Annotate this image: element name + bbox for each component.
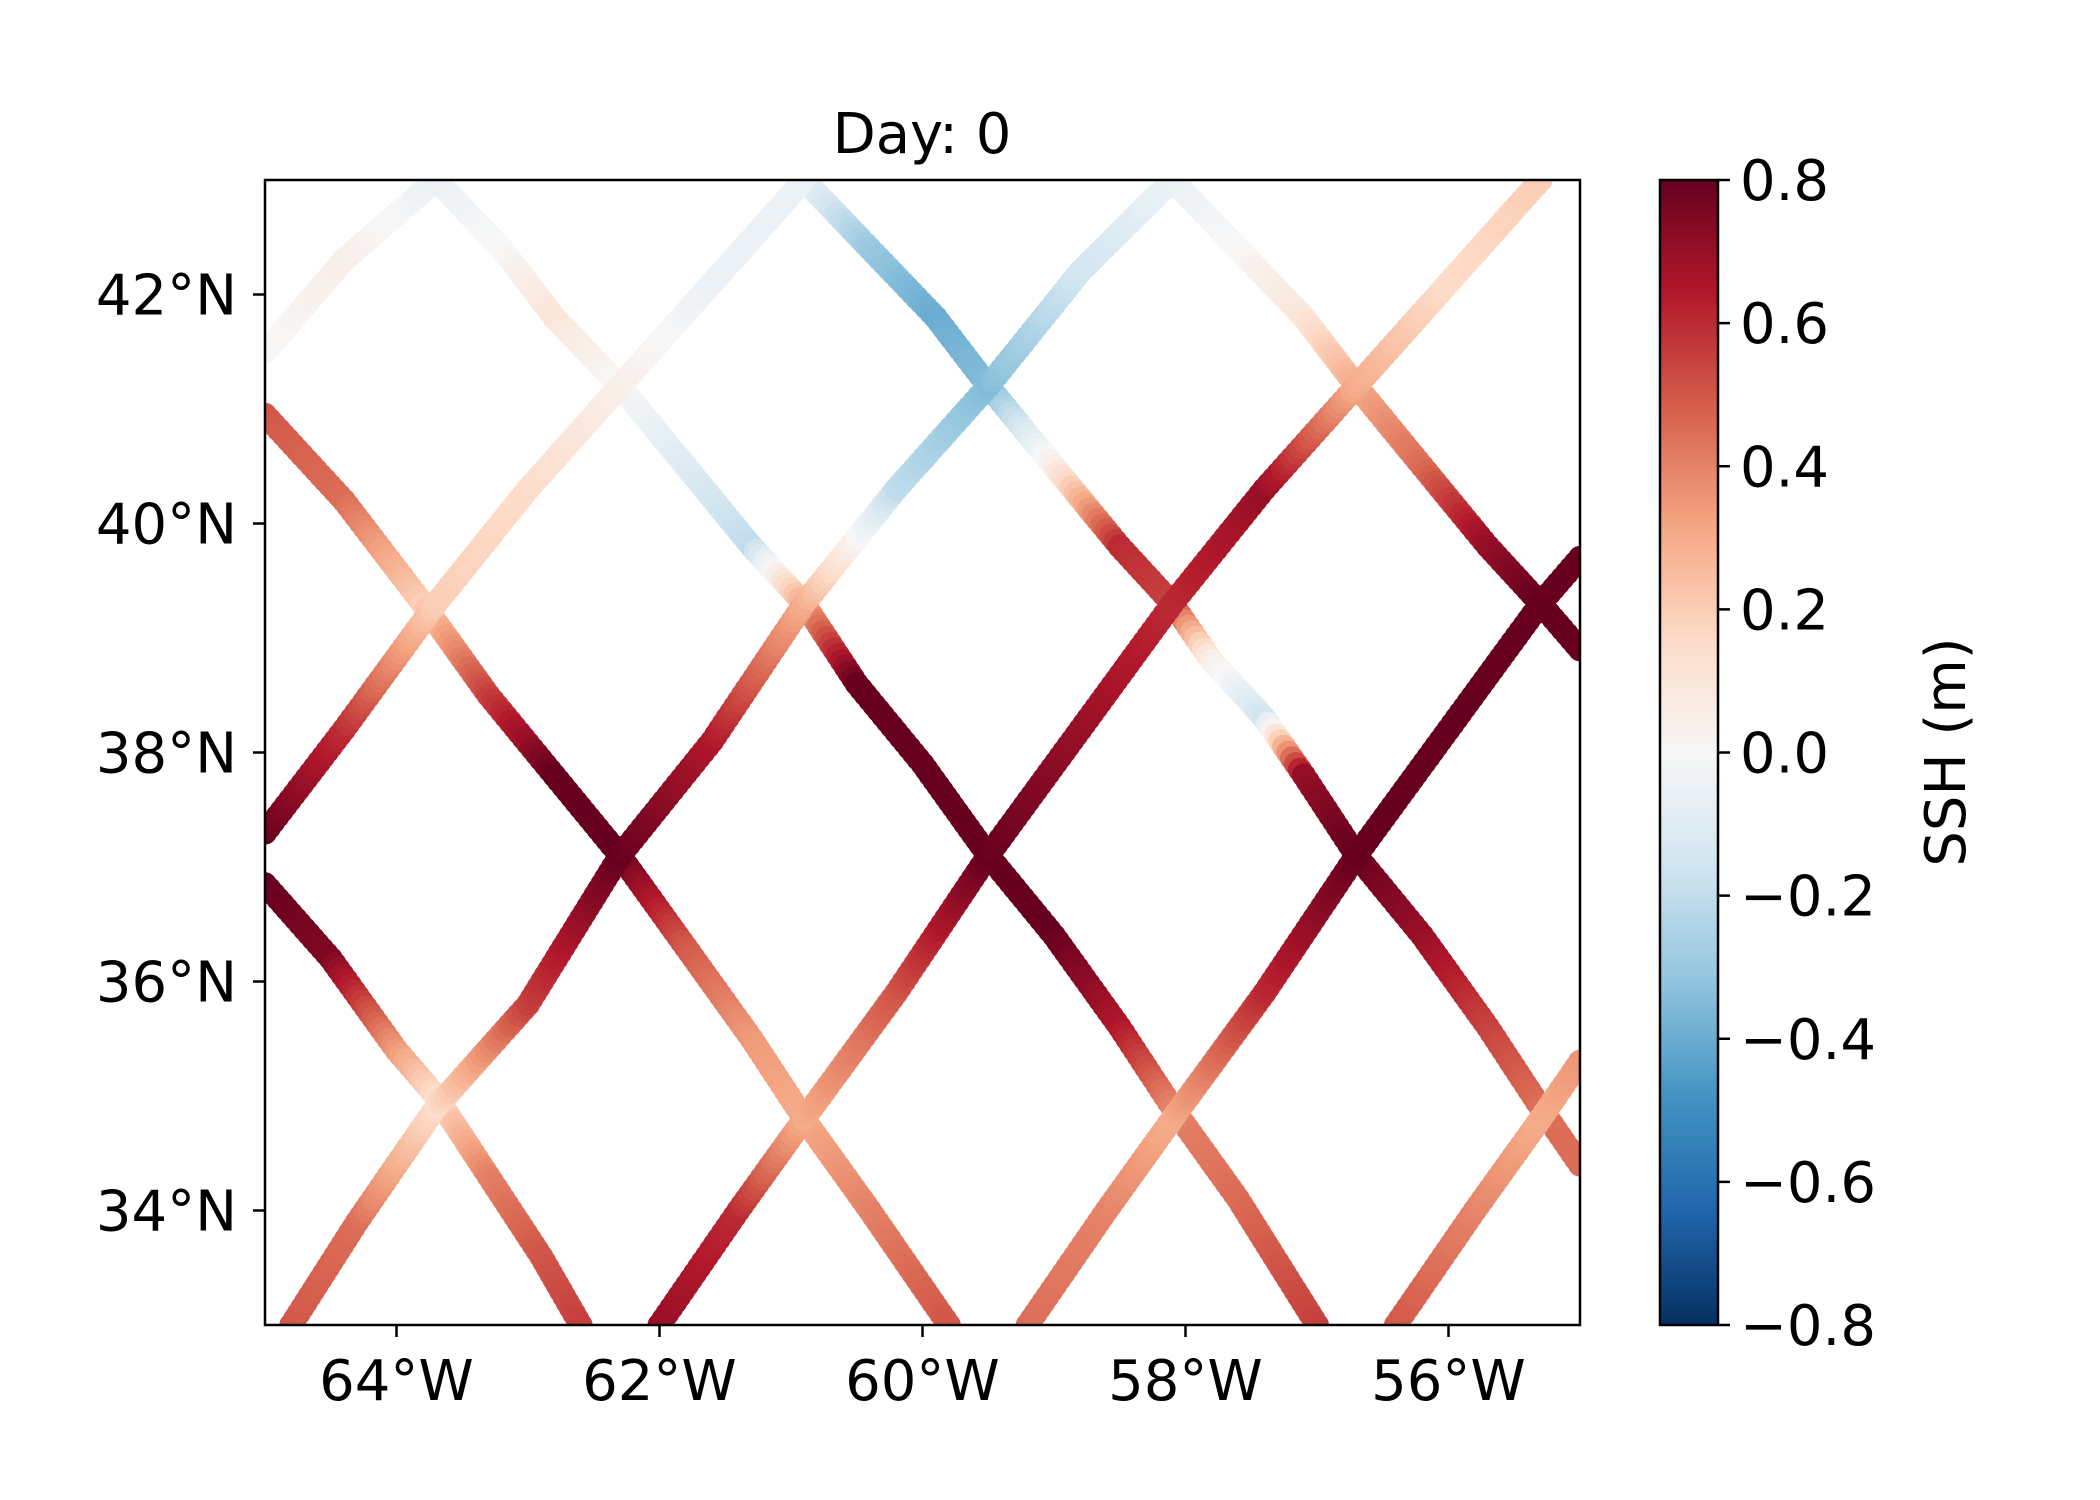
track-ascending-track-5: [265, 180, 817, 845]
y-tick-label: 36°N: [96, 951, 237, 1016]
track-point: [1160, 180, 1185, 192]
x-tick-label: 62°W: [582, 1349, 737, 1414]
y-tick-label: 40°N: [96, 493, 237, 558]
track-ascending-track-2: [647, 180, 1553, 1325]
track-descending-track-5: [1160, 180, 1580, 662]
y-tick-label: 34°N: [96, 1180, 237, 1245]
x-tick-label: 58°W: [1108, 1349, 1263, 1414]
colorbar-tick-label: 0.4: [1740, 435, 1829, 500]
track-point: [1305, 1313, 1329, 1325]
colorbar-tick-label: −0.2: [1740, 865, 1876, 930]
track-point: [1568, 1152, 1580, 1177]
colorbar-gradient: [1660, 180, 1718, 1325]
track-ascending-track-6: [265, 180, 448, 364]
track-point: [1568, 545, 1580, 570]
x-tick-label: 56°W: [1371, 1349, 1526, 1414]
colorbar-tick-label: 0.8: [1740, 149, 1829, 214]
x-tick-label: 60°W: [845, 1349, 1000, 1414]
track-point: [936, 1313, 961, 1325]
track-point: [423, 180, 448, 192]
track-ascending-track-3: [1015, 545, 1580, 1325]
y-axis: 34°N 36°N 38°N 40°N 42°N: [96, 264, 265, 1245]
colorbar-tick-label: 0.6: [1740, 292, 1829, 357]
track-point: [1528, 180, 1553, 192]
track-point: [568, 1313, 593, 1325]
colorbar-tick-label: −0.8: [1740, 1294, 1876, 1359]
track-point: [1568, 637, 1580, 662]
track-point: [792, 180, 817, 192]
colorbar-label: SSH (m): [1914, 637, 1979, 866]
colorbar-axis: 0.8 0.6 0.4 0.2 0.0 −0.2 −0.4 −0.6 −0.8: [1718, 149, 1876, 1359]
x-tick-label: 64°W: [319, 1349, 474, 1414]
track-point: [1568, 1049, 1580, 1074]
colorbar-tick-label: −0.4: [1740, 1008, 1876, 1073]
chart-title: Day: 0: [833, 102, 1012, 167]
satellite-tracks: [265, 180, 1580, 1325]
track-ascending-track-1: [279, 180, 1185, 1325]
y-tick-label: 38°N: [96, 722, 237, 787]
colorbar-tick-label: 0.2: [1740, 578, 1829, 643]
x-axis: 64°W 62°W 60°W 58°W 56°W: [319, 1325, 1526, 1414]
colorbar-tick-label: −0.6: [1740, 1151, 1876, 1216]
colorbar-tick-label: 0.0: [1740, 722, 1829, 787]
track-ascending-track-4: [1383, 1049, 1580, 1325]
y-tick-label: 42°N: [96, 264, 237, 329]
